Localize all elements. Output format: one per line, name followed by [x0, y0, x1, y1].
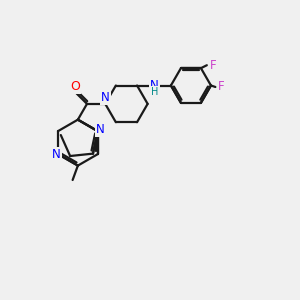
Text: N: N: [150, 79, 159, 92]
Text: N: N: [96, 123, 104, 136]
Text: N: N: [52, 148, 61, 160]
Text: N: N: [101, 92, 110, 104]
Text: F: F: [209, 59, 216, 72]
Text: H: H: [151, 87, 158, 97]
Text: F: F: [218, 80, 225, 94]
Text: O: O: [70, 80, 80, 94]
